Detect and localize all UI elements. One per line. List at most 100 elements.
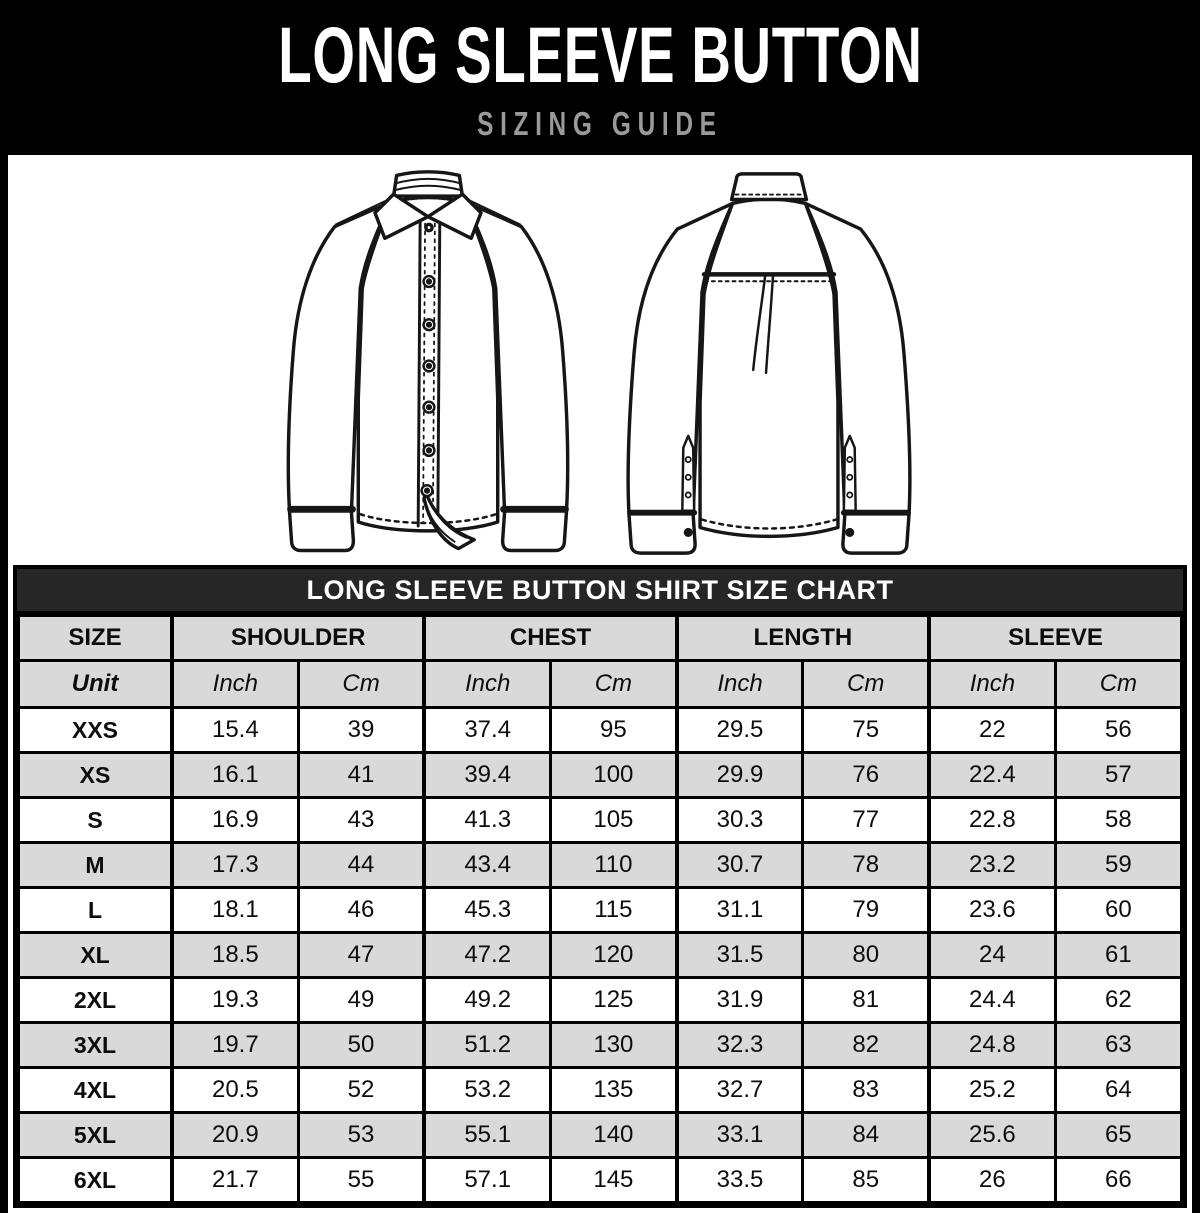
- measurement-cell: 19.3: [170, 976, 300, 1024]
- measurement-cell: 41.3: [422, 796, 553, 844]
- back-pleat: [752, 275, 775, 375]
- measurement-cell: 24: [927, 931, 1057, 979]
- front-right-sleeve: [463, 200, 570, 553]
- measurement-cell: 59: [1053, 841, 1184, 889]
- measurement-cell: 64: [1053, 1066, 1184, 1114]
- measurement-cell: 22.4: [927, 751, 1057, 799]
- column-group-sleeve: SLEEVE: [927, 614, 1184, 662]
- back-left-sleeve-placket: [681, 434, 696, 512]
- measurement-cell: 47.2: [422, 931, 553, 979]
- table-row: 4XL 20.5 52 53.2 135 32.7 83 25.2 64: [17, 1066, 1184, 1114]
- unit-cell: Inch: [927, 659, 1057, 709]
- measurement-cell: 65: [1053, 1111, 1184, 1159]
- table-row: 3XL 19.7 50 51.2 130 32.3 82 24.8 63: [17, 1021, 1184, 1069]
- measurement-cell: 20.5: [170, 1066, 300, 1114]
- measurement-cell: 29.5: [674, 706, 805, 754]
- measurement-cell: 84: [801, 1111, 931, 1159]
- size-label: 6XL: [17, 1156, 174, 1204]
- table-row: XL 18.5 47 47.2 120 31.5 80 24 61: [17, 931, 1184, 979]
- page-title: LONG SLEEVE BUTTON: [277, 10, 923, 100]
- size-label: 4XL: [17, 1066, 174, 1114]
- measurement-cell: 39.4: [422, 751, 553, 799]
- measurement-cell: 50: [296, 1021, 426, 1069]
- measurement-cell: 18.1: [170, 886, 300, 934]
- measurement-cell: 47: [296, 931, 426, 979]
- measurement-cell: 16.1: [170, 751, 300, 799]
- table-row: S 16.9 43 41.3 105 30.3 77 22.8 58: [17, 796, 1184, 844]
- measurement-cell: 33.1: [674, 1111, 805, 1159]
- measurement-cell: 62: [1053, 976, 1184, 1024]
- unit-cell: Cm: [801, 659, 931, 709]
- measurement-cell: 130: [549, 1021, 679, 1069]
- measurement-cell: 25.6: [927, 1111, 1057, 1159]
- table-row: L 18.1 46 45.3 115 31.1 79 23.6 60: [17, 886, 1184, 934]
- back-right-sleeve-placket: [842, 434, 857, 512]
- column-group-shoulder: SHOULDER: [170, 614, 426, 662]
- back-body: [698, 197, 840, 539]
- size-label: 5XL: [17, 1111, 174, 1159]
- measurement-cell: 145: [549, 1156, 679, 1204]
- measurement-cell: 49: [296, 976, 426, 1024]
- measurement-cell: 22.8: [927, 796, 1057, 844]
- size-label: 2XL: [17, 976, 174, 1024]
- measurement-cell: 60: [1053, 886, 1184, 934]
- size-label: S: [17, 796, 174, 844]
- measurement-cell: 45.3: [422, 886, 553, 934]
- unit-label: Unit: [17, 659, 174, 709]
- size-label: L: [17, 886, 174, 934]
- table-row: 6XL 21.7 55 57.1 145 33.5 85 26 66: [17, 1156, 1184, 1204]
- back-collar-band: [729, 172, 809, 202]
- size-table-body: Unit Inch Cm Inch Cm Inch Cm Inch Cm XXS 15.4 39 37…: [17, 659, 1184, 1204]
- measurement-cell: 15.4: [170, 706, 300, 754]
- measurement-cell: 30.3: [674, 796, 805, 844]
- measurement-cell: 77: [801, 796, 931, 844]
- front-collar-right: [426, 192, 483, 241]
- measurement-cell: 76: [801, 751, 931, 799]
- measurement-cell: 31.1: [674, 886, 805, 934]
- table-row: M 17.3 44 43.4 110 30.7 78 23.2 59: [17, 841, 1184, 889]
- measurement-cell: 26: [927, 1156, 1057, 1204]
- measurement-cell: 52: [296, 1066, 426, 1114]
- size-chart: LONG SLEEVE BUTTON SHIRT SIZE CHART SIZE…: [13, 565, 1187, 1208]
- measurement-cell: 51.2: [422, 1021, 553, 1069]
- measurement-cell: 44: [296, 841, 426, 889]
- measurement-cell: 80: [801, 931, 931, 979]
- unit-cell: Inch: [422, 659, 553, 709]
- measurement-cell: 46: [296, 886, 426, 934]
- measurement-cell: 105: [549, 796, 679, 844]
- unit-cell: Inch: [674, 659, 805, 709]
- measurement-cell: 37.4: [422, 706, 553, 754]
- back-right-sleeve: [803, 201, 912, 555]
- measurement-cell: 66: [1053, 1156, 1184, 1204]
- sizing-guide-page: { "page": { "title": "LONG SLEEVE BUTTON…: [8, 10, 1192, 1213]
- size-chart-table: SIZE SHOULDER CHEST LENGTH SLEEVE Unit Inch Cm…: [17, 614, 1184, 1204]
- measurement-cell: 78: [801, 841, 931, 889]
- size-label: M: [17, 841, 174, 889]
- measurement-cell: 16.9: [170, 796, 300, 844]
- measurement-cell: 115: [549, 886, 679, 934]
- measurement-cell: 30.7: [674, 841, 805, 889]
- measurement-cell: 120: [549, 931, 679, 979]
- measurement-cell: 95: [549, 706, 679, 754]
- measurement-cell: 25.2: [927, 1066, 1057, 1114]
- measurement-cell: 43: [296, 796, 426, 844]
- unit-cell: Cm: [296, 659, 426, 709]
- column-group-chest: CHEST: [422, 614, 679, 662]
- measurement-cell: 100: [549, 751, 679, 799]
- measurement-cell: 125: [549, 976, 679, 1024]
- measurement-cell: 19.7: [170, 1021, 300, 1069]
- measurement-cell: 32.7: [674, 1066, 805, 1114]
- measurement-cell: 81: [801, 976, 931, 1024]
- measurement-cell: 75: [801, 706, 931, 754]
- measurement-cell: 56: [1053, 706, 1184, 754]
- measurement-cell: 39: [296, 706, 426, 754]
- measurement-cell: 24.4: [927, 976, 1057, 1024]
- front-left-sleeve: [286, 200, 393, 553]
- back-left-sleeve: [626, 201, 735, 555]
- measurement-cell: 32.3: [674, 1021, 805, 1069]
- unit-row: Unit Inch Cm Inch Cm Inch Cm Inch Cm: [17, 659, 1184, 709]
- measurement-cell: 41: [296, 751, 426, 799]
- measurement-cell: 18.5: [170, 931, 300, 979]
- page-subtitle: SIZING GUIDE: [477, 104, 723, 142]
- measurement-cell: 58: [1053, 796, 1184, 844]
